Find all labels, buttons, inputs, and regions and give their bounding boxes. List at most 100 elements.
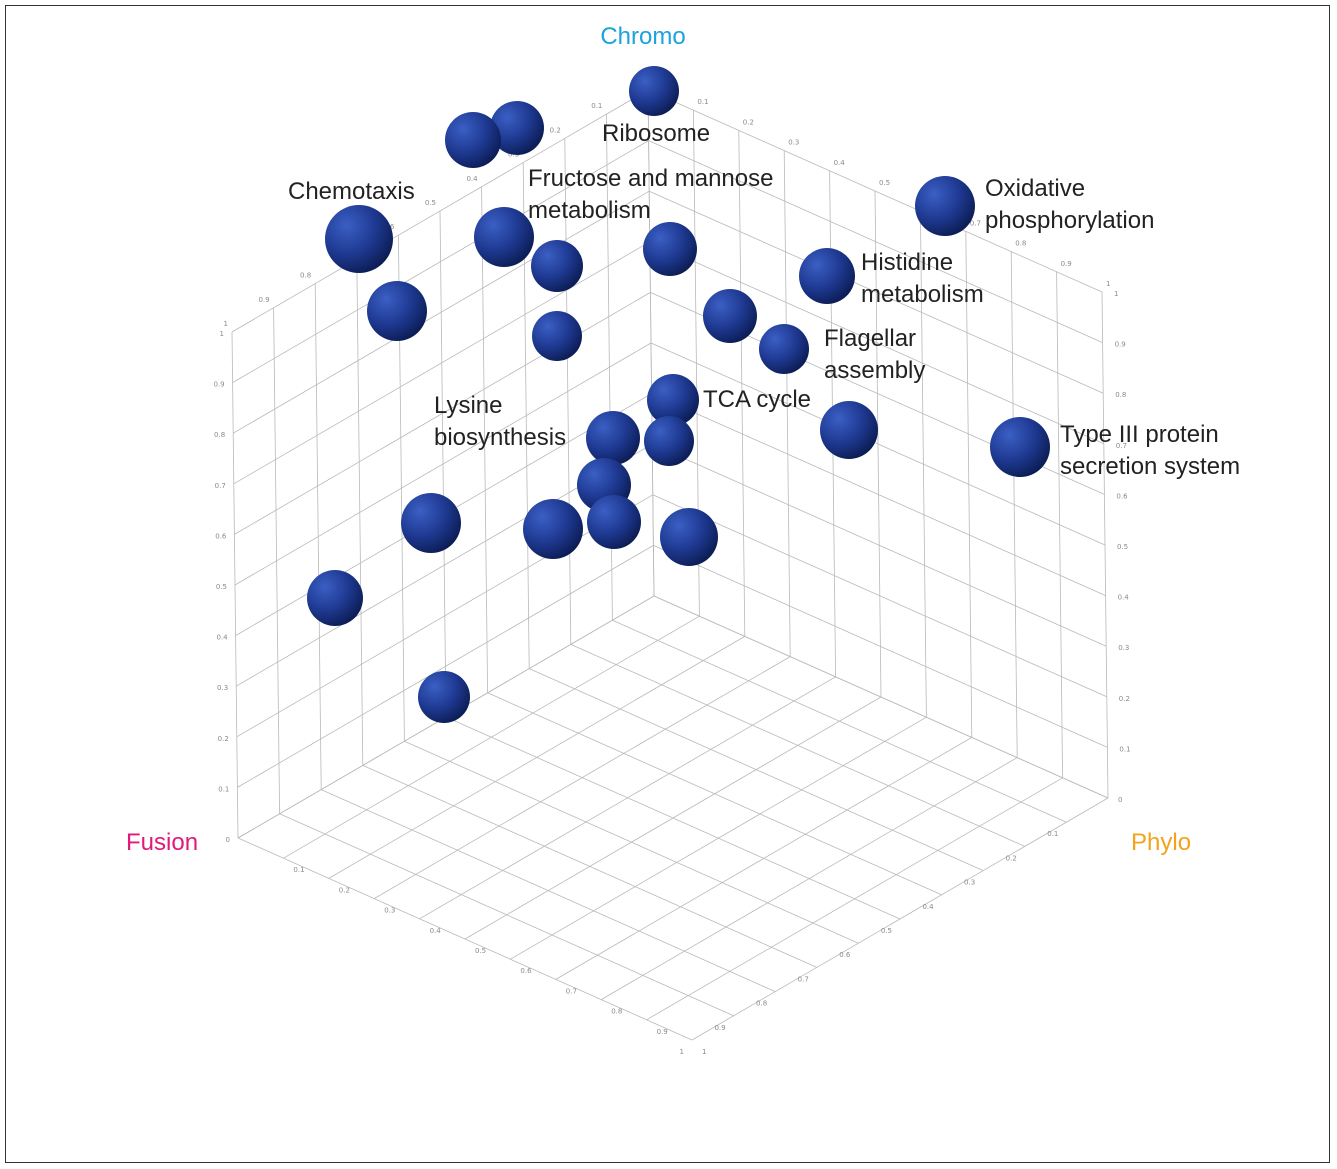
tick-label: 0.3 (1118, 644, 1129, 652)
data-points (307, 66, 1050, 723)
tick-label: 0.8 (1015, 240, 1026, 248)
data-point-sphere (629, 66, 679, 116)
tick-label: 0.9 (657, 1028, 668, 1036)
data-point-sphere (445, 112, 501, 168)
tick-label: 1 (702, 1048, 706, 1056)
data-point-sphere (474, 207, 534, 267)
tick-label: 0.4 (1118, 594, 1130, 602)
tick-label: 0.1 (591, 102, 602, 110)
chart-frame: 0.1 0.1 0.1 0.1 0.1 0.1 0.2 0.2 0.2 0.2 0.2 0.2 0.3 0… (5, 5, 1330, 1163)
tick-label: 0.9 (1115, 341, 1126, 349)
tick-label: 1 (1114, 290, 1118, 298)
tick-label: 0.5 (475, 947, 486, 955)
tick-label: 0.2 (218, 735, 229, 743)
data-point-sphere (643, 222, 697, 276)
tick-label: 0.6 (520, 967, 532, 975)
tick-label: 0.2 (1119, 695, 1130, 703)
point-label: Flagellar assembly (824, 325, 925, 384)
data-point-sphere (307, 570, 363, 626)
tick-label: 0.7 (215, 482, 226, 490)
left-wall-grid-line (231, 89, 649, 333)
tick-label: 0.2 (550, 126, 561, 134)
data-point-sphere (325, 205, 393, 273)
tick-labels: 0.1 0.1 0.1 0.1 0.1 0.1 0.2 0.2 0.2 0.2 0.2 0.2 0.3 0… (213, 98, 1130, 1056)
tick-label: 0.7 (566, 987, 577, 995)
right-wall-grid-line (650, 342, 1106, 546)
floor-grid-line (321, 789, 776, 992)
point-label: Type III protein secretion system (1060, 421, 1240, 480)
floor-grid-line (510, 716, 927, 960)
floor-grid-line (237, 837, 693, 1041)
data-point-sphere (990, 417, 1050, 477)
point-label: Fructose and mannose metabolism (528, 165, 773, 224)
tick-label: 1 (220, 330, 224, 338)
point-label: Chemotaxis (288, 178, 415, 205)
data-point-sphere (820, 401, 878, 459)
tick-label: 0.9 (714, 1024, 725, 1032)
data-point-sphere (660, 508, 718, 566)
point-label: Lysine biosynthesis (434, 392, 566, 451)
left-wall-grid-line (233, 241, 651, 485)
point-label: TCA cycle (703, 386, 811, 413)
left-wall-grid-line (314, 283, 322, 790)
data-point-sphere (367, 281, 427, 341)
tick-label: 0.6 (839, 951, 851, 959)
right-wall-grid-line (648, 140, 1103, 343)
tick-label: 0.1 (1119, 745, 1130, 753)
right-wall-grid-line (647, 89, 1103, 293)
tick-label: 0.2 (339, 886, 350, 894)
tick-label: 0.3 (964, 879, 975, 887)
tick-label: 0.2 (1006, 854, 1017, 862)
left-wall-grid-line (232, 190, 650, 434)
point-labels: Ribosome Chemotaxis Fructose and mannose me… (288, 120, 1240, 480)
tick-label: 0.9 (1061, 260, 1072, 268)
data-point-sphere (644, 416, 694, 466)
tick-label: 1 (224, 320, 228, 328)
left-wall-grid-line (232, 140, 649, 383)
right-wall-grid-line (1101, 291, 1109, 799)
tick-label: 0.6 (215, 532, 227, 540)
floor-grid-line (555, 737, 973, 980)
right-wall-grid-line (1010, 251, 1018, 758)
data-point-sphere (799, 248, 855, 304)
tick-label: 0 (1118, 796, 1122, 804)
data-point-sphere (532, 311, 582, 361)
point-label: Oxidative phosphorylation (985, 175, 1154, 234)
tick-label: 1 (680, 1048, 684, 1056)
tick-label: 0.7 (1116, 442, 1127, 450)
data-point-sphere (587, 495, 641, 549)
left-wall-grid-line (356, 259, 364, 766)
axis-title-phylo: Phylo (1131, 829, 1191, 856)
tick-label: 0.3 (788, 139, 799, 147)
tick-label: 0.8 (300, 272, 311, 280)
point-label: Ribosome (602, 120, 710, 147)
right-wall-grid-line (965, 231, 973, 738)
right-wall-grid-line (649, 190, 1104, 394)
data-point-sphere (703, 289, 757, 343)
scatter3d-chart: 0.1 0.1 0.1 0.1 0.1 0.1 0.2 0.2 0.2 0.2 0.2 0.2 0.3 0… (126, 23, 1240, 1056)
axis-title-chromo: Chromo (600, 23, 685, 50)
tick-label: 0.5 (216, 583, 227, 591)
tick-label: 0.7 (970, 219, 981, 227)
right-wall-grid-line (1056, 271, 1063, 778)
floor-grid-line (404, 740, 859, 944)
data-point-sphere (401, 493, 461, 553)
floor-grid-line (646, 777, 1063, 1021)
axis-title-fusion: Fusion (126, 829, 198, 856)
floor-grid-line (691, 797, 1109, 1041)
tick-label: 0.5 (879, 179, 890, 187)
tick-label: 0.6 (1116, 492, 1128, 500)
floor-grid-line (600, 757, 1018, 1000)
floor-grid-line (464, 696, 882, 940)
point-label: Histidine metabolism (861, 249, 984, 308)
left-wall-grid-line (273, 307, 280, 814)
left-wall-grid-line (234, 342, 652, 586)
tick-label: 0.9 (258, 296, 269, 304)
tick-label: 0.4 (922, 903, 934, 911)
tick-label: 0.4 (430, 927, 442, 935)
data-point-sphere (531, 240, 583, 292)
tick-label: 0.2 (743, 118, 754, 126)
data-point-sphere (647, 374, 699, 426)
axis-titles: Chromo Fusion Phylo (126, 23, 1191, 856)
tick-label: 0.8 (611, 1008, 622, 1016)
